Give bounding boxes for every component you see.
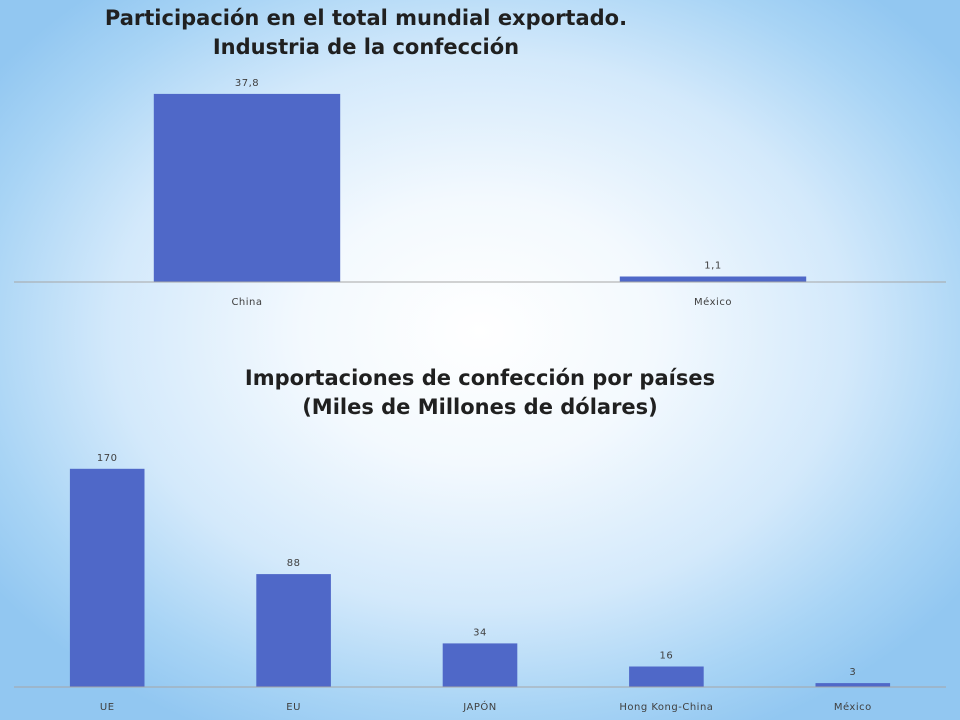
- bar-mexico: [619, 276, 807, 282]
- chart-2-subtitle: (Miles de Millones de dólares): [302, 395, 658, 419]
- chart-2-data-labels: 170 88 34 16 3: [97, 453, 856, 678]
- category-label-eu: EU: [286, 702, 301, 713]
- category-label-china: China: [231, 297, 262, 308]
- category-label-mexico: México: [694, 296, 732, 308]
- data-label-ue: 170: [97, 453, 118, 464]
- bar-hong-kong-china: [629, 666, 704, 687]
- bar-mexico: [815, 683, 891, 687]
- chart-imports: Importaciones de confección por países (…: [14, 366, 946, 713]
- chart-1-subtitle: Industria de la confección: [213, 35, 519, 59]
- bar-japon: [442, 643, 518, 687]
- chart-1-data-labels: 37,8 1,1: [235, 78, 721, 272]
- bar-eu: [256, 574, 331, 687]
- data-label-japon: 34: [473, 627, 487, 638]
- chart-1-category-labels: China México: [231, 296, 732, 308]
- data-label-eu: 88: [287, 558, 301, 569]
- chart-1-bars: [153, 93, 807, 283]
- chart-2-title: Importaciones de confección por países: [245, 366, 715, 390]
- category-label-ue: UE: [100, 702, 115, 713]
- bar-china: [153, 93, 341, 283]
- chart-2-bars: [69, 468, 891, 687]
- bar-ue: [69, 468, 145, 687]
- data-label-hong-kong-china: 16: [660, 651, 674, 662]
- category-label-japon: JAPÓN: [462, 700, 497, 713]
- data-label-china: 37,8: [235, 78, 259, 89]
- data-label-mexico: 3: [849, 667, 856, 678]
- data-label-mexico: 1,1: [704, 261, 721, 272]
- chart-1-title: Participación en el total mundial export…: [105, 6, 627, 30]
- chart-export-share: Participación en el total mundial export…: [14, 6, 946, 308]
- chart-2-category-labels: UE EU JAPÓN Hong Kong-China México: [100, 700, 872, 713]
- category-label-hong-kong-china: Hong Kong-China: [619, 702, 713, 713]
- category-label-mexico: México: [834, 701, 872, 713]
